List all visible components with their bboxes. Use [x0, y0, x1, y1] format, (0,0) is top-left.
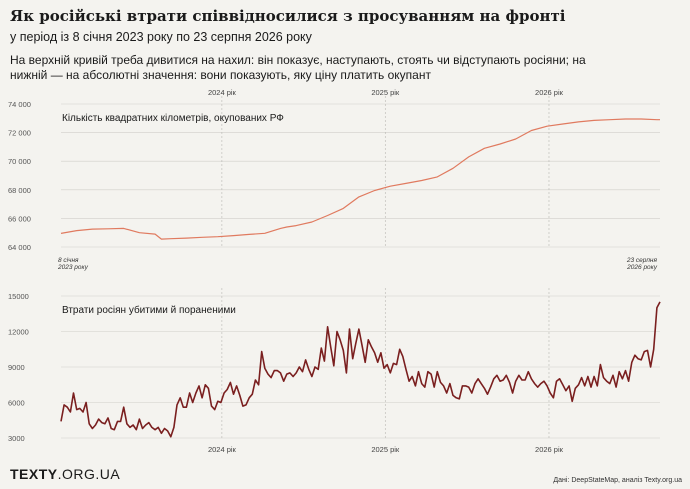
start-date-line1: 8 січня	[58, 256, 79, 264]
series-line-area	[60, 118, 660, 240]
logo-bold: TEXTY	[10, 466, 58, 482]
y-tick-area-2: 68 000	[8, 186, 31, 195]
chart-title: Як російські втрати співвідносилися з пр…	[10, 7, 566, 25]
y-tick-area-3: 70 000	[8, 157, 31, 166]
year-label-losses-2: 2026 рік	[535, 445, 564, 454]
end-date-line2: 2026 року	[626, 264, 658, 271]
year-label-losses-1: 2025 рік	[371, 445, 400, 454]
y-tick-losses-3: 12000	[8, 328, 29, 337]
y-tick-area-5: 74 000	[8, 100, 31, 109]
end-date-line1: 23 серпня	[626, 257, 658, 264]
texty-logo[interactable]: TEXTY.ORG.UA	[10, 466, 120, 482]
y-tick-losses-4: 15000	[8, 292, 29, 301]
chart-subtitle: у період із 8 січня 2023 року по 23 серп…	[10, 30, 312, 44]
panel-title-losses: Втрати росіян убитими й пораненими	[62, 304, 236, 316]
logo-light: .ORG.UA	[57, 466, 121, 482]
start-date-line2: 2023 року	[57, 264, 89, 271]
y-tick-losses-1: 6000	[8, 399, 25, 408]
series-line-losses	[60, 301, 661, 438]
y-tick-losses-2: 9000	[8, 363, 25, 372]
data-source: Дані: DeepStateMap, аналіз Texty.org.ua	[553, 477, 682, 484]
y-tick-area-4: 72 000	[8, 129, 31, 138]
year-label-losses-0: 2024 рік	[208, 445, 237, 454]
y-tick-losses-0: 3000	[8, 434, 25, 443]
year-label-area-2: 2026 рік	[535, 88, 564, 97]
y-tick-area-0: 64 000	[8, 243, 31, 252]
panel-title-area: Кількість квадратних кілометрів, окупова…	[62, 113, 284, 124]
y-tick-area-1: 66 000	[8, 214, 31, 223]
chart-description: На верхній кривій треба дивитися на нахи…	[10, 53, 586, 82]
year-label-area-0: 2024 рік	[208, 88, 237, 97]
year-label-area-1: 2025 рік	[371, 88, 400, 97]
